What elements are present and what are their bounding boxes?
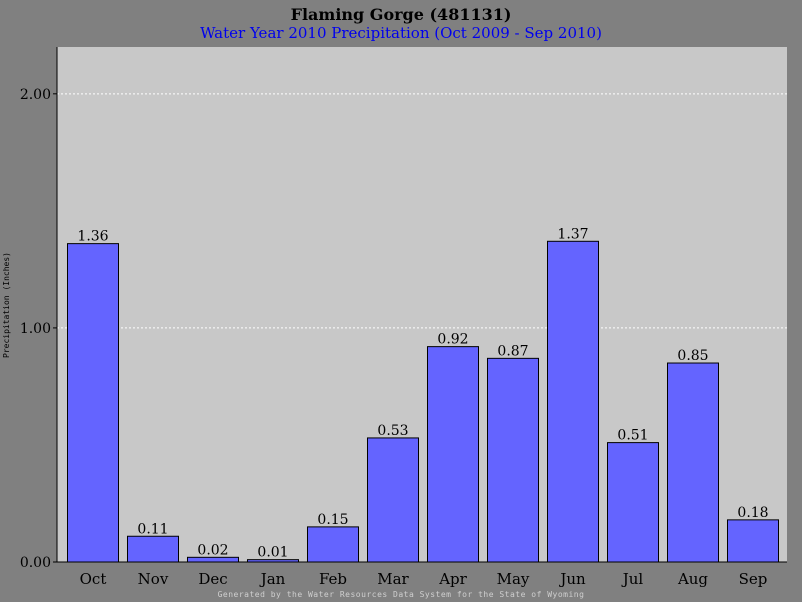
y-axis-ticks: 0.00 1.00 2.00 — [20, 87, 57, 571]
bar-sep — [727, 519, 779, 563]
x-tick-label-may: May — [497, 570, 530, 588]
bar-jul — [607, 442, 659, 563]
y-tick-label: 2.00 — [20, 87, 51, 103]
data-label-dec: 0.02 — [197, 542, 228, 558]
bar-jun — [547, 240, 599, 563]
gridlines — [57, 93, 787, 329]
data-label-may: 0.87 — [497, 343, 528, 359]
y-axis-label: Precipitation (Inches) — [2, 252, 11, 358]
bar-nov — [127, 535, 179, 563]
x-tick-label-mar: Mar — [377, 570, 409, 588]
plot-area — [57, 47, 787, 562]
data-label-aug: 0.85 — [677, 348, 708, 364]
x-tick-label-jun: Jun — [558, 570, 586, 588]
x-tick-label-dec: Dec — [198, 570, 227, 588]
data-label-jun: 1.37 — [557, 226, 588, 242]
bar-mar — [367, 437, 419, 563]
y-tick-label: 1.00 — [20, 321, 51, 337]
x-tick-label-sep: Sep — [739, 570, 768, 588]
x-tick-label-jan: Jan — [259, 570, 286, 588]
bar-feb — [307, 526, 359, 563]
bar-apr — [427, 346, 479, 563]
chart-title: Flaming Gorge (481131) — [290, 5, 512, 24]
data-label-jan: 0.01 — [257, 545, 288, 561]
data-label-jul: 0.51 — [617, 428, 648, 444]
data-label-sep: 0.18 — [737, 505, 768, 521]
bar-may — [487, 357, 539, 563]
x-tick-label-jul: Jul — [621, 570, 644, 588]
chart-subtitle: Water Year 2010 Precipitation (Oct 2009 … — [200, 24, 602, 42]
y-tick-label: 0.00 — [20, 555, 51, 571]
x-tick-label-feb: Feb — [319, 570, 347, 588]
data-label-nov: 0.11 — [137, 521, 168, 537]
bar-oct — [67, 243, 119, 563]
x-tick-label-apr: Apr — [438, 570, 467, 588]
x-tick-label-nov: Nov — [138, 570, 169, 588]
data-label-apr: 0.92 — [437, 332, 468, 348]
data-label-feb: 0.15 — [317, 512, 348, 528]
data-labels: 1.36 0.11 0.02 0.01 0.15 0.53 0.92 0.87 1.37 0.51… — [77, 226, 768, 560]
x-tick-label-oct: Oct — [80, 570, 107, 588]
data-label-oct: 1.36 — [77, 229, 108, 245]
footer-credit: Generated by the Water Resources Data Sy… — [217, 590, 585, 599]
data-label-mar: 0.53 — [377, 423, 408, 439]
x-tick-label-aug: Aug — [677, 570, 708, 588]
bar-aug — [667, 362, 719, 563]
x-axis-ticks: Oct Nov Dec Jan Feb Mar Apr May Jun Jul Aug Sep — [80, 570, 768, 588]
